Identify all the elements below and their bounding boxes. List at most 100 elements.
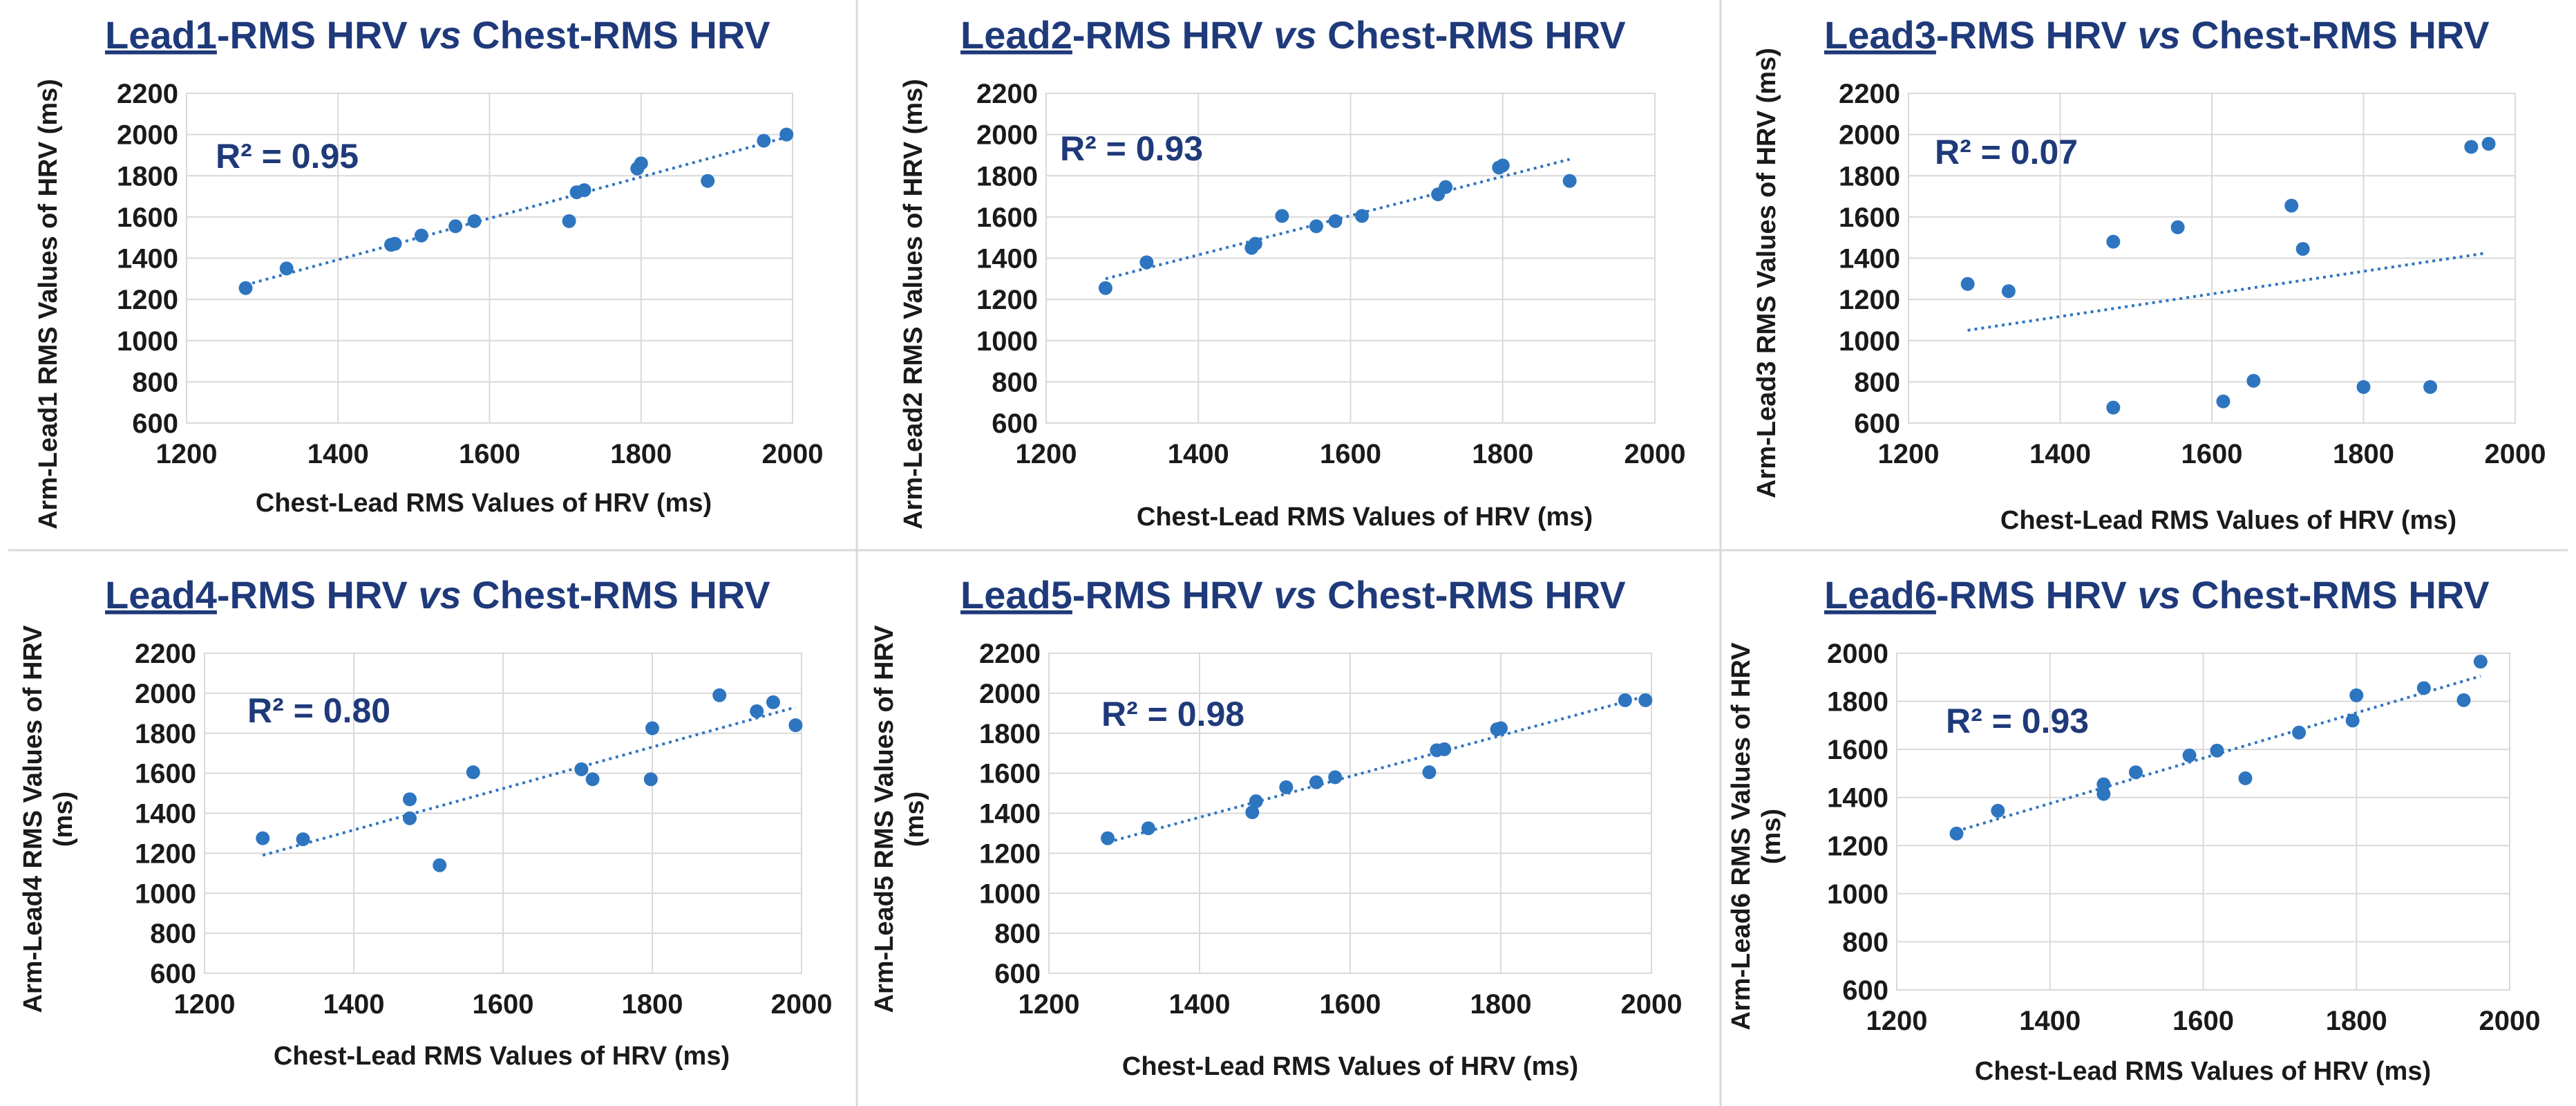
title-vs: vs — [418, 13, 461, 57]
r-squared-label: R² = 0.07 — [1935, 133, 2078, 171]
y-axis-label: Arm-Lead6 RMS Values of HRV (ms) — [1727, 642, 1786, 1031]
y-axis-label-line: Arm-Lead1 RMS Values of HRV (ms) — [34, 79, 63, 529]
y-tick-label: 2200 — [1839, 79, 1900, 109]
data-point — [2001, 284, 2016, 299]
y-tick-label: 1800 — [1839, 161, 1900, 191]
x-tick-label: 1600 — [473, 989, 534, 1020]
data-point — [577, 183, 591, 198]
title-tail: Chest-RMS HRV — [2181, 13, 2490, 57]
x-tick-label: 1800 — [2326, 1006, 2387, 1036]
data-point — [1355, 209, 1370, 223]
title-vs: vs — [1273, 573, 1316, 617]
x-tick-label: 1600 — [1320, 989, 1381, 1020]
data-point — [1618, 693, 1632, 708]
y-tick-label: 1800 — [976, 161, 1038, 191]
y-tick-label: 600 — [992, 409, 1038, 439]
data-point — [1309, 775, 1323, 789]
trendline — [262, 706, 796, 857]
data-point — [388, 236, 402, 251]
title-vs: vs — [2137, 13, 2180, 57]
data-point — [1328, 214, 1343, 228]
title-tail: Chest-RMS HRV — [462, 573, 770, 617]
data-point — [1248, 236, 1262, 251]
y-tick-label: 1400 — [1827, 783, 1888, 814]
data-point — [1245, 805, 1260, 820]
y-axis-label-line: (ms) — [49, 791, 78, 847]
data-point — [296, 832, 310, 847]
data-point — [256, 831, 270, 845]
x-tick-label: 1200 — [1019, 989, 1080, 1020]
x-tick-label: 1400 — [2029, 439, 2091, 469]
y-axis-label-line: Arm-Lead2 RMS Values of HRV (ms) — [899, 79, 928, 529]
y-tick-label: 2000 — [976, 120, 1038, 151]
data-point — [2464, 140, 2479, 154]
y-axis-label-line: Arm-Lead5 RMS Values of HRV — [870, 625, 899, 1013]
data-point — [766, 695, 780, 709]
chart-panel-4: Lead4-RMS HRV vs Chest-RMS HRV 600 800 1000… — [19, 573, 832, 1071]
chart-title: Lead6-RMS HRV vs Chest-RMS HRV — [1824, 573, 2490, 617]
data-point — [2473, 655, 2488, 669]
title-text: -RMS HRV — [1936, 13, 2137, 57]
chart-panel-3: Lead3-RMS HRV vs Chest-RMS HRV 600 800 1000… — [1752, 13, 2546, 535]
y-axis-label-line: (ms) — [900, 791, 929, 847]
title-tail: Chest-RMS HRV — [1317, 13, 1626, 57]
data-point — [2423, 379, 2438, 394]
y-tick-label: 2200 — [976, 79, 1038, 109]
y-tick-label: 800 — [994, 919, 1041, 949]
y-axis-label: Arm-Lead3 RMS Values of HRV (ms) — [1752, 48, 1781, 498]
title-text: -RMS HRV — [217, 13, 418, 57]
data-point — [2345, 713, 2360, 728]
title-text: -RMS HRV — [217, 573, 418, 617]
x-tick-label: 1200 — [1878, 439, 1940, 469]
x-axis-label: Chest-Lead RMS Values of HRV (ms) — [256, 489, 712, 518]
y-tick-label: 1000 — [117, 326, 178, 357]
y-tick-label: 1400 — [117, 244, 178, 274]
chart-title: Lead4-RMS HRV vs Chest-RMS HRV — [105, 573, 770, 617]
data-point — [1139, 255, 1154, 270]
x-tick-label: 1200 — [1866, 1006, 1928, 1036]
data-point — [2096, 777, 2111, 791]
data-point — [1495, 158, 1510, 173]
data-point — [1141, 821, 1155, 836]
y-tick-label: 1200 — [135, 838, 196, 869]
y-tick-label: 1800 — [135, 719, 196, 749]
data-point — [750, 704, 764, 718]
title-text: -RMS HRV — [1072, 13, 1273, 57]
y-tick-label: 1600 — [117, 203, 178, 233]
trendline — [1107, 695, 1646, 844]
title-vs: vs — [1273, 13, 1316, 57]
y-tick-label: 1200 — [117, 285, 178, 315]
data-point — [634, 156, 648, 171]
x-tick-label: 1800 — [1472, 439, 1533, 469]
data-point — [403, 792, 417, 807]
title-vs: vs — [418, 573, 461, 617]
chart-title: Lead3-RMS HRV vs Chest-RMS HRV — [1824, 13, 2490, 57]
title-tail: Chest-RMS HRV — [2181, 573, 2490, 617]
y-tick-label: 1800 — [979, 719, 1041, 749]
x-tick-label: 2000 — [771, 989, 833, 1020]
y-tick-label: 600 — [132, 409, 178, 439]
y-tick-label: 2200 — [979, 639, 1041, 669]
data-point — [1249, 794, 1263, 809]
y-axis-label-line: Arm-Lead4 RMS Values of HRV — [19, 625, 48, 1013]
y-tick-label: 1400 — [1839, 244, 1900, 274]
data-point — [2349, 688, 2364, 702]
y-tick-label: 600 — [150, 959, 196, 989]
data-point — [1562, 174, 1577, 188]
title-lead-name: Lead4 — [105, 573, 217, 617]
x-tick-label: 1600 — [459, 439, 520, 469]
data-point — [279, 261, 294, 276]
r-squared-label: R² = 0.93 — [1946, 702, 2089, 740]
y-axis-label: Arm-Lead5 RMS Values of HRV (ms) — [870, 625, 929, 1013]
x-tick-label: 1400 — [307, 439, 369, 469]
data-point — [2246, 373, 2261, 388]
data-point — [2238, 771, 2253, 785]
data-point — [643, 772, 658, 787]
chart-title: Lead1-RMS HRV vs Chest-RMS HRV — [105, 13, 770, 57]
title-text: -RMS HRV — [1936, 573, 2137, 617]
chart-panel-2: Lead2-RMS HRV vs Chest-RMS HRV 600 800 1000… — [899, 13, 1685, 532]
data-point — [2096, 787, 2111, 801]
data-point — [1309, 219, 1323, 234]
title-lead-name: Lead1 — [105, 13, 217, 57]
y-axis-label: Arm-Lead4 RMS Values of HRV (ms) — [19, 625, 78, 1013]
